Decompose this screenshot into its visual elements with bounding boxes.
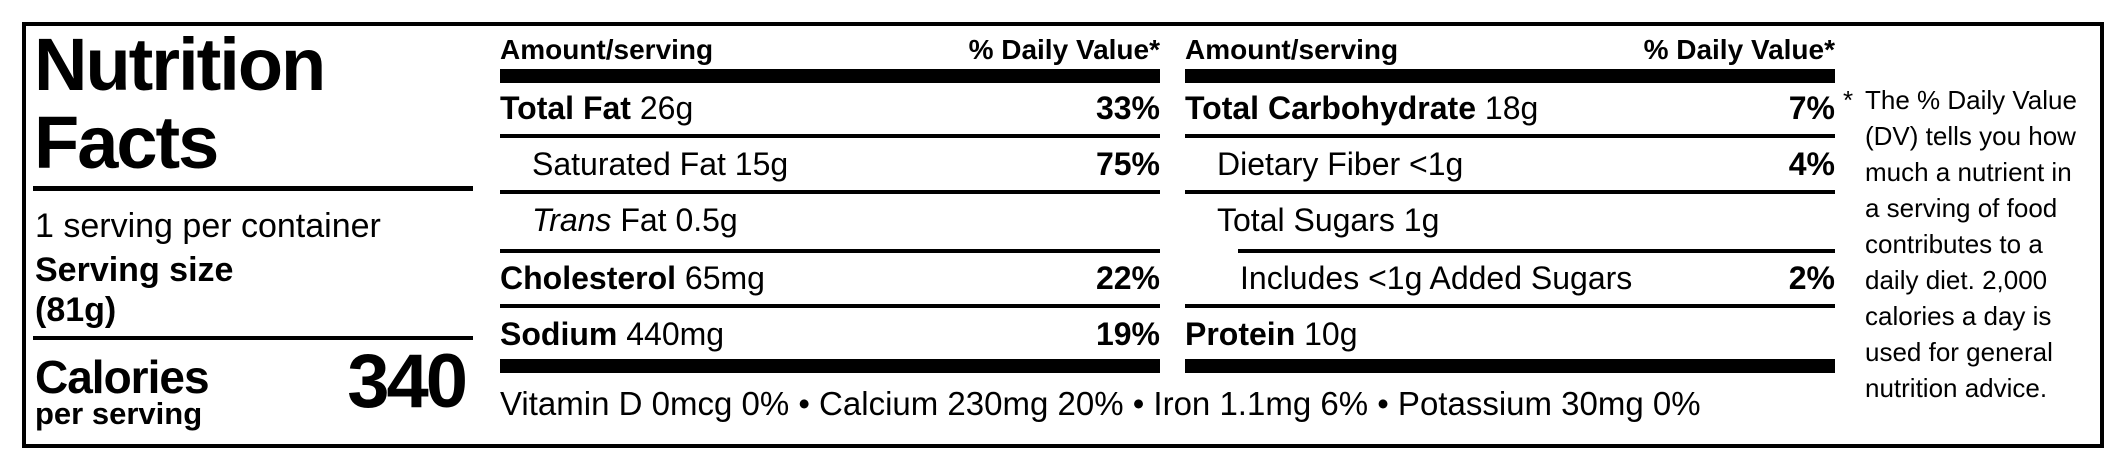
row-divider [1185, 134, 1835, 138]
calories-label: Calories [35, 351, 210, 403]
row-divider [1185, 304, 1835, 308]
title-divider-rule [33, 186, 473, 191]
label-title-line1: Nutrition [34, 23, 326, 106]
footer-bar [500, 359, 1160, 373]
column-header: Amount/serving % Daily Value* [1185, 34, 1835, 66]
header-bar [500, 69, 1160, 83]
row-divider [500, 249, 1160, 253]
nutrient-row-total-fat: Total Fat 26g 33% [500, 90, 1160, 126]
amount-per-serving-header: Amount/serving [500, 34, 714, 65]
micronutrients-line: Vitamin D 0mcg 0% • Calcium 230mg 20% • … [500, 385, 1701, 422]
nutrient-row-sodium: Sodium 440mg 19% [500, 316, 1160, 352]
nutrient-row-total-carbohydrate: Total Carbohydrate 18g 7% [1185, 90, 1835, 126]
nutrient-row-total-sugars: Total Sugars 1g [1217, 202, 1440, 238]
label-title-line2: Facts [34, 101, 219, 184]
row-divider [1185, 190, 1835, 194]
nutrient-row-added-sugars: Includes <1g Added Sugars 2% [1240, 260, 1835, 296]
nutrient-row-saturated-fat: Saturated Fat 15g 75% [532, 146, 1160, 182]
daily-value-footnote: * The % Daily Value (DV) tells you how mu… [1843, 82, 2121, 406]
daily-value: 2% [1788, 260, 1835, 296]
daily-value: 75% [1095, 146, 1160, 182]
nutrient-row-cholesterol: Cholesterol 65mg 22% [500, 260, 1160, 296]
row-divider [500, 134, 1160, 138]
nutrient-row-protein: Protein 10g [1185, 316, 1358, 352]
row-divider [500, 190, 1160, 194]
nutrient-column-right: Amount/serving % Daily Value* Total Carb… [1185, 0, 1835, 462]
daily-value: 7% [1788, 90, 1835, 126]
amount-per-serving-header: Amount/serving [1185, 34, 1399, 65]
serving-size-label: Serving size [35, 251, 234, 289]
row-divider-indented [1238, 249, 1835, 253]
daily-value: 33% [1095, 90, 1160, 126]
calories-value: 340 [347, 339, 468, 424]
label-border [22, 22, 2104, 448]
nutrient-row-trans-fat: Trans Fat 0.5g [532, 202, 738, 238]
calories-sublabel: per serving [35, 396, 203, 431]
daily-value-header: % Daily Value* [1643, 34, 1835, 65]
nutrient-row-dietary-fiber: Dietary Fiber <1g 4% [1217, 146, 1835, 182]
servings-per-container: 1 serving per container [35, 207, 381, 245]
serving-size-weight: (81g) [35, 291, 117, 329]
header-bar [1185, 69, 1835, 83]
footer-bar [1185, 359, 1835, 373]
row-divider [500, 304, 1160, 308]
footnote-asterisk: * [1843, 85, 1854, 115]
serving-divider-rule [33, 336, 473, 340]
daily-value: 19% [1095, 316, 1160, 352]
daily-value: 4% [1788, 146, 1835, 182]
nutrient-column-left: Amount/serving % Daily Value* Total Fat … [500, 0, 1160, 462]
column-header: Amount/serving % Daily Value* [500, 34, 1160, 66]
daily-value: 22% [1095, 260, 1160, 296]
daily-value-header: % Daily Value* [968, 34, 1160, 65]
label-title: Nutrition Facts [34, 23, 326, 184]
